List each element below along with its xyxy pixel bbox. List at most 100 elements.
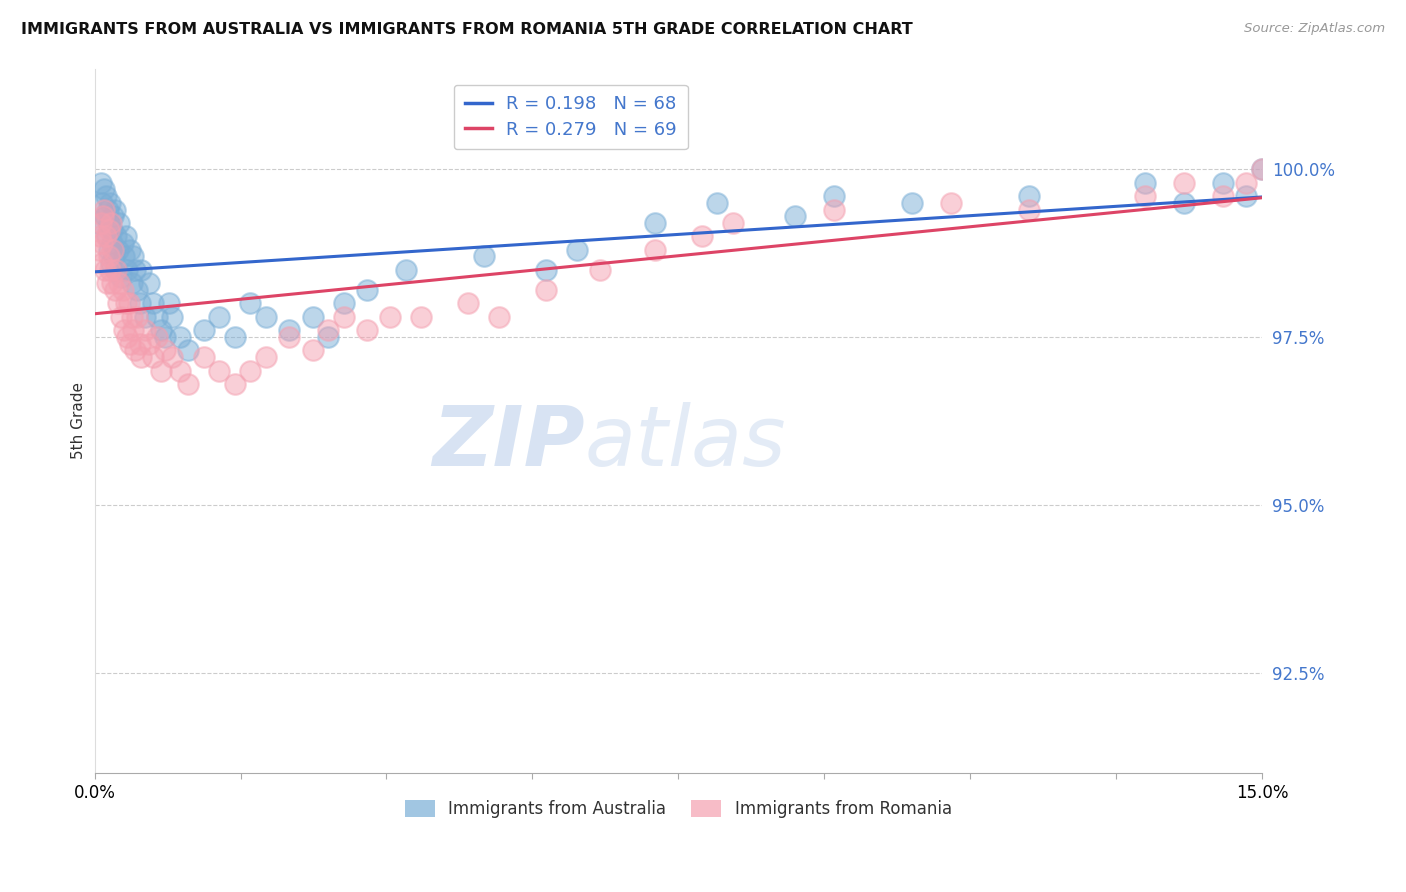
Point: [108, 216, 131, 230]
Point: [90, 176, 112, 190]
Point: [89, 229, 111, 244]
Point: [110, 269, 132, 284]
Point: [534, 283, 557, 297]
Point: [128, 336, 150, 351]
Point: [124, 343, 146, 358]
Text: IMMIGRANTS FROM AUSTRALIA VS IMMIGRANTS FROM ROMANIA 5TH GRADE CORRELATION CHART: IMMIGRANTS FROM AUSTRALIA VS IMMIGRANTS …: [21, 22, 912, 37]
Point: [90, 216, 112, 230]
Point: [100, 277, 122, 291]
Point: [565, 243, 588, 257]
Point: [1135, 176, 1157, 190]
Point: [97, 222, 120, 236]
Point: [96, 229, 118, 244]
Point: [118, 296, 141, 310]
Point: [380, 310, 402, 324]
Point: [104, 202, 127, 217]
Point: [239, 296, 262, 310]
Point: [96, 277, 118, 291]
Point: [103, 250, 125, 264]
Point: [254, 310, 277, 324]
Point: [177, 377, 200, 392]
Point: [91, 256, 114, 270]
Point: [105, 229, 128, 244]
Point: [103, 209, 125, 223]
Point: [208, 363, 231, 377]
Point: [112, 250, 135, 264]
Point: [146, 330, 169, 344]
Point: [488, 310, 510, 324]
Point: [134, 310, 156, 324]
Point: [100, 222, 122, 236]
Point: [193, 350, 215, 364]
Point: [110, 310, 132, 324]
Point: [98, 195, 121, 210]
Point: [138, 277, 160, 291]
Point: [457, 296, 479, 310]
Point: [153, 330, 176, 344]
Point: [534, 263, 557, 277]
Point: [117, 330, 139, 344]
Point: [644, 216, 666, 230]
Point: [224, 377, 246, 392]
Point: [91, 195, 114, 210]
Point: [939, 195, 962, 210]
Point: [121, 310, 143, 324]
Point: [823, 189, 845, 203]
Point: [395, 263, 418, 277]
Point: [316, 323, 339, 337]
Point: [104, 263, 127, 277]
Point: [100, 256, 122, 270]
Point: [124, 263, 146, 277]
Point: [1251, 162, 1274, 177]
Point: [1018, 202, 1040, 217]
Point: [146, 310, 169, 324]
Point: [1018, 189, 1040, 203]
Point: [472, 250, 495, 264]
Point: [142, 296, 165, 310]
Point: [644, 243, 666, 257]
Point: [134, 323, 156, 337]
Legend: Immigrants from Australia, Immigrants from Romania: Immigrants from Australia, Immigrants fr…: [398, 794, 959, 825]
Text: ZIP: ZIP: [432, 401, 585, 483]
Point: [122, 250, 145, 264]
Point: [1236, 189, 1258, 203]
Point: [162, 350, 184, 364]
Point: [332, 310, 354, 324]
Point: [356, 283, 378, 297]
Point: [239, 363, 262, 377]
Point: [98, 263, 121, 277]
Point: [105, 263, 128, 277]
Point: [783, 209, 806, 223]
Point: [332, 296, 354, 310]
Point: [169, 363, 191, 377]
Point: [107, 296, 129, 310]
Point: [1135, 189, 1157, 203]
Point: [97, 202, 120, 217]
Point: [254, 350, 277, 364]
Point: [120, 336, 142, 351]
Point: [94, 263, 117, 277]
Point: [93, 209, 115, 223]
Point: [107, 243, 129, 257]
Point: [111, 235, 134, 250]
Point: [301, 343, 323, 358]
Point: [721, 216, 744, 230]
Point: [1212, 189, 1234, 203]
Point: [127, 310, 149, 324]
Point: [127, 283, 149, 297]
Point: [589, 263, 612, 277]
Point: [114, 296, 136, 310]
Point: [149, 323, 172, 337]
Point: [301, 310, 323, 324]
Point: [193, 323, 215, 337]
Point: [138, 336, 160, 351]
Point: [157, 296, 180, 310]
Point: [278, 323, 301, 337]
Point: [117, 263, 139, 277]
Point: [91, 209, 114, 223]
Point: [129, 350, 152, 364]
Point: [98, 216, 121, 230]
Point: [153, 343, 176, 358]
Point: [97, 243, 120, 257]
Point: [1251, 162, 1274, 177]
